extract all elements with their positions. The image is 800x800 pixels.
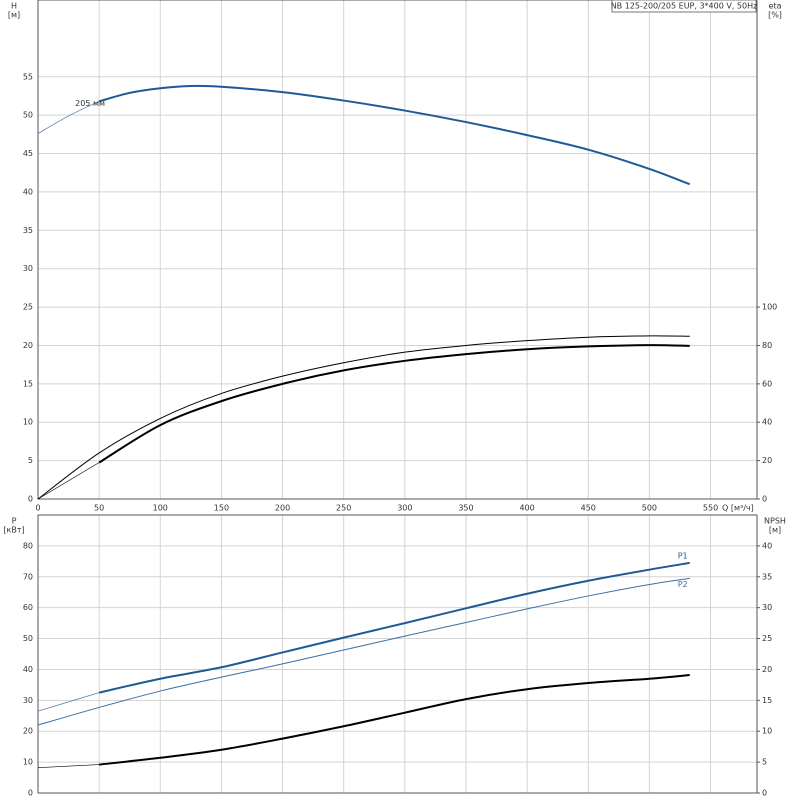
y2-tick-label: 0	[762, 495, 767, 504]
y-tick-label: 55	[23, 72, 33, 81]
y-tick-label: 5	[28, 456, 33, 465]
series-label: P1	[678, 551, 688, 560]
y2-tick-label: 80	[762, 341, 772, 350]
x-tick-label: 100	[153, 504, 168, 513]
curve	[98, 344, 690, 464]
y2-tick-label: 10	[762, 727, 772, 736]
curve	[98, 561, 690, 694]
y2-tick-label: 5	[762, 758, 767, 767]
curve	[37, 764, 100, 768]
y-tick-label: 40	[23, 187, 33, 196]
series-label: P2	[678, 580, 688, 589]
x-tick-label: 250	[336, 504, 351, 513]
x-tick-label: 50	[94, 504, 104, 513]
y2-tick-label: 100	[762, 303, 777, 312]
y2-axis-label: eta	[769, 2, 782, 11]
plot-frame	[37, 514, 758, 794]
x-tick-label: 200	[275, 504, 290, 513]
y-tick-label: 70	[23, 572, 33, 581]
y-tick-label: 30	[23, 696, 33, 705]
x-tick-label: 0	[35, 504, 40, 513]
curve	[37, 100, 100, 134]
y-tick-label: 10	[23, 758, 33, 767]
y-tick-label: 30	[23, 264, 33, 273]
y2-axis-label: [%]	[768, 11, 782, 20]
y-tick-label: 60	[23, 603, 33, 612]
x-tick-label: 150	[214, 504, 229, 513]
curve	[37, 335, 690, 500]
y2-tick-label: 35	[762, 572, 772, 581]
y2-tick-label: 0	[762, 789, 767, 798]
y2-tick-label: 20	[762, 665, 772, 674]
annotation: NB 125-200/205 EUP, 3*400 V, 50Hz	[611, 2, 758, 11]
y-tick-label: 35	[23, 226, 33, 235]
y-tick-label: 45	[23, 149, 33, 158]
curve	[98, 84, 691, 186]
curve	[37, 577, 690, 726]
y-tick-label: 20	[23, 341, 33, 350]
x-tick-label: 450	[581, 504, 596, 513]
x-tick-label: 300	[397, 504, 412, 513]
y-tick-label: 10	[23, 418, 33, 427]
y-tick-label: 40	[23, 665, 33, 674]
y2-tick-label: 15	[762, 696, 772, 705]
y2-tick-label: 25	[762, 634, 772, 643]
y2-axis-label: NPSH	[764, 517, 786, 526]
series-label: 205 мм	[75, 99, 105, 108]
y-tick-label: 25	[23, 303, 33, 312]
y-axis-label: [м]	[8, 11, 20, 20]
y2-tick-label: 20	[762, 456, 772, 465]
y-tick-label: 0	[28, 495, 33, 504]
annotation-box	[611, 0, 757, 13]
curve	[37, 692, 100, 712]
y-tick-label: 50	[23, 111, 33, 120]
y-tick-label: 15	[23, 379, 33, 388]
plot-frame	[37, 0, 758, 500]
y-tick-label: 50	[23, 634, 33, 643]
y2-axis-label: [м]	[769, 526, 781, 535]
y-axis-label: H	[11, 2, 17, 11]
y-tick-label: 20	[23, 727, 33, 736]
x-tick-label: 350	[458, 504, 473, 513]
y2-tick-label: 40	[762, 541, 772, 550]
y-tick-label: 0	[28, 789, 33, 798]
y-tick-label: 80	[23, 541, 33, 550]
y2-tick-label: 40	[762, 418, 772, 427]
y-axis-label: [кВт]	[3, 526, 24, 535]
y2-tick-label: 60	[762, 379, 772, 388]
x-tick-label: 500	[642, 504, 657, 513]
x-tick-label: 400	[519, 504, 534, 513]
x-axis-label: Q [м³/ч]	[722, 504, 754, 513]
y2-tick-label: 30	[762, 603, 772, 612]
curve	[99, 674, 690, 766]
x-tick-label: 550	[703, 504, 718, 513]
y-axis-label: P	[12, 517, 17, 526]
curve	[37, 462, 100, 500]
